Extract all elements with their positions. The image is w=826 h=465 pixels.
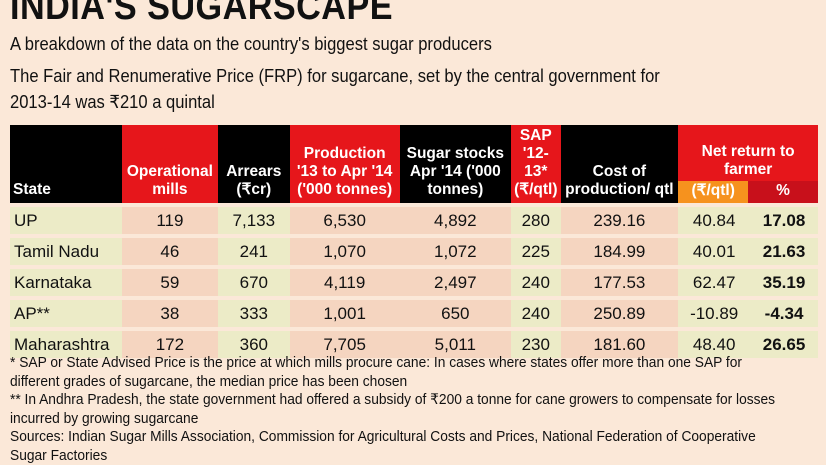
cell-state: Maharashtra xyxy=(10,327,122,358)
cell-sap: 240 xyxy=(511,296,561,327)
header-state: State xyxy=(10,125,122,203)
cell-pct: 26.65 xyxy=(750,327,818,358)
footnote-sap: * SAP or State Advised Price is the pric… xyxy=(10,355,742,390)
cell-stocks: 650 xyxy=(399,296,512,327)
cell-pct: 35.19 xyxy=(750,265,818,296)
cell-pct: 17.08 xyxy=(750,203,818,234)
table-row: AP** 38 333 1,001 650 240 250.89 -10.89 -4.34 xyxy=(10,296,818,327)
header-stocks: Sugar stocks Apr '14 ('000 tonnes) xyxy=(399,125,512,203)
header-net-label: Net return to farmer xyxy=(701,143,795,178)
cell-sap: 230 xyxy=(511,327,561,358)
cell-net: 40.01 xyxy=(678,234,751,265)
table-row: UP 119 7,133 6,530 4,892 280 239.16 40.84 17.08 xyxy=(10,203,818,234)
cell-arrears: 333 xyxy=(217,296,290,327)
cell-net: 48.40 xyxy=(678,327,751,358)
cell-stocks: 2,497 xyxy=(399,265,512,296)
cell-mills: 172 xyxy=(121,327,218,358)
intro-line-2: 2013-14 was ₹210 a quintal xyxy=(10,92,215,112)
cell-net: -10.89 xyxy=(678,296,751,327)
header-cost: Cost of production/ qtl xyxy=(560,125,679,203)
intro-line-1: The Fair and Renumerative Price (FRP) fo… xyxy=(10,66,660,86)
cell-state: UP xyxy=(10,203,122,234)
cell-mills: 46 xyxy=(121,234,218,265)
cell-sap: 240 xyxy=(511,265,561,296)
cell-state: Karnataka xyxy=(10,265,122,296)
cell-cost: 184.99 xyxy=(560,234,679,265)
cell-production: 7,705 xyxy=(289,327,400,358)
cell-production: 1,001 xyxy=(289,296,400,327)
header-mills: Operational mills xyxy=(121,125,218,203)
cell-state: Tamil Nadu xyxy=(10,234,122,265)
header-sap: SAP '12-13* (₹/qtl) xyxy=(511,125,561,203)
cell-pct: -4.34 xyxy=(750,296,818,327)
header-arrears: Arrears (₹cr) xyxy=(217,125,290,203)
subtitle: A breakdown of the data on the country's… xyxy=(10,34,492,54)
header-production: Production '13 to Apr '14 ('000 tonnes) xyxy=(289,125,400,203)
cell-state: AP** xyxy=(10,296,122,327)
cell-arrears: 241 xyxy=(217,234,290,265)
cell-production: 6,530 xyxy=(289,203,400,234)
page-title: INDIA'S SUGARSCAPE xyxy=(10,0,393,28)
cell-mills: 59 xyxy=(121,265,218,296)
cell-sap: 280 xyxy=(511,203,561,234)
cell-arrears: 7,133 xyxy=(217,203,290,234)
cell-cost: 177.53 xyxy=(560,265,679,296)
sugar-table: State Operational mills Arrears (₹cr) Pr… xyxy=(10,125,818,358)
sources: Sources: Indian Sugar Mills Association,… xyxy=(10,429,756,464)
cell-production: 4,119 xyxy=(289,265,400,296)
cell-mills: 119 xyxy=(121,203,218,234)
cell-cost: 239.16 xyxy=(560,203,679,234)
cell-sap: 225 xyxy=(511,234,561,265)
cell-net: 40.84 xyxy=(678,203,751,234)
cell-cost: 250.89 xyxy=(560,296,679,327)
cell-cost: 181.60 xyxy=(560,327,679,358)
cell-arrears: 360 xyxy=(217,327,290,358)
cell-stocks: 4,892 xyxy=(399,203,512,234)
table-row: Tamil Nadu 46 241 1,070 1,072 225 184.99 40.01 2… xyxy=(10,234,818,265)
cell-pct: 21.63 xyxy=(750,234,818,265)
table-row: Karnataka 59 670 4,119 2,497 240 177.53 62.47 35… xyxy=(10,265,818,296)
cell-stocks: 1,072 xyxy=(399,234,512,265)
cell-mills: 38 xyxy=(121,296,218,327)
cell-production: 1,070 xyxy=(289,234,400,265)
cell-arrears: 670 xyxy=(217,265,290,296)
header-net-return: Net return to farmer (₹/qtl)% xyxy=(678,125,818,203)
cell-net: 62.47 xyxy=(678,265,751,296)
table-row: Maharashtra 172 360 7,705 5,011 230 181.60 48.4… xyxy=(10,327,818,358)
header-net-pct: % xyxy=(748,181,818,203)
footnotes: * SAP or State Advised Price is the pric… xyxy=(10,354,780,465)
footnote-ap: ** In Andhra Pradesh, the state governme… xyxy=(10,392,776,427)
cell-stocks: 5,011 xyxy=(399,327,512,358)
header-net-qtl: (₹/qtl) xyxy=(678,181,749,203)
